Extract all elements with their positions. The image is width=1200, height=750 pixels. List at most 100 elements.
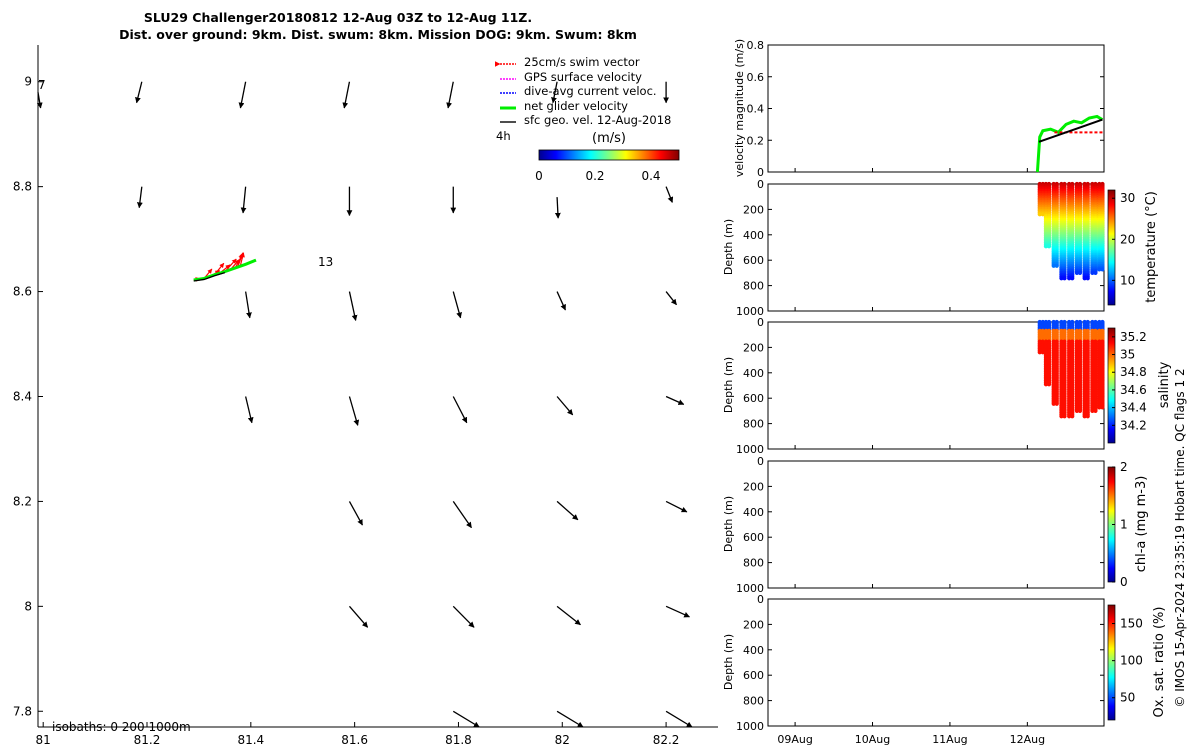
temperature-ytick-label: 200: [743, 203, 764, 216]
oxygen-colorbar: [1107, 604, 1116, 721]
chla-ytick-label: 0: [757, 455, 764, 468]
glider-track-geo: [193, 272, 226, 282]
time-xtick-label: 10Aug: [855, 733, 890, 746]
sfc-geo-vector: [452, 710, 480, 728]
sfc-geo-vector: [446, 81, 454, 109]
velocity-frame: [767, 44, 1105, 173]
map-colorbar-label: (m/s): [592, 131, 626, 146]
salinity-ytick-label: 1000: [736, 443, 764, 456]
temperature-profile-point: [1037, 212, 1042, 217]
temperature-ytick-label: 1000: [736, 305, 764, 318]
temperature-ytick-label: 0: [757, 178, 764, 191]
map-ytick-label: 8.2: [13, 494, 32, 508]
sfc-geo-vector: [665, 291, 677, 306]
temperature-profile-point: [1074, 270, 1080, 275]
temperature-cbar-label: temperature (°C): [1144, 191, 1159, 303]
temperature-profile-point: [1040, 212, 1045, 217]
oxygen-cbar-label: Ox. sat. ratio (%): [1152, 607, 1167, 718]
temperature-profile-point: [1043, 244, 1049, 249]
velocity-series-sfc-geo: [1038, 118, 1103, 143]
salinity-profile-point: [1074, 408, 1080, 413]
sfc-geo-vector: [556, 605, 581, 626]
salinity-profile-point: [1037, 350, 1042, 355]
oxygen-ytick-label: 800: [743, 695, 764, 708]
map-xtick-label: 81.4: [237, 733, 264, 747]
temperature-profile-point: [1051, 263, 1056, 268]
time-xtick-label: 11Aug: [932, 733, 967, 746]
salinity-ylabel: Depth (m): [722, 357, 735, 413]
swim-vector: [239, 252, 245, 266]
sfc-geo-vector: [556, 291, 566, 311]
scale-label: 4h: [496, 129, 511, 143]
salinity-profile-point: [1051, 401, 1056, 406]
panel-temperature: 0 200 400 600 800 1000 10 20 30: [736, 178, 1135, 318]
map-xtick-label: 82.2: [653, 733, 680, 747]
salinity-profile-point: [1100, 405, 1105, 410]
sfc-geo-vector: [556, 710, 584, 728]
sfc-geo-vector: [452, 501, 472, 529]
oxygen-frame: [767, 598, 1105, 727]
salinity-profile-point: [1093, 408, 1098, 413]
salinity-profile-point: [1085, 414, 1090, 419]
velocity-ytick-label: 0: [757, 166, 764, 179]
right-panels: 00.20.40.60.8020040060080010001020300200…: [736, 39, 1147, 746]
salinity-ytick-label: 600: [743, 392, 764, 405]
isobaths-label: isobaths: 0 200 1000m: [52, 720, 191, 734]
salinity-profile-point: [1054, 401, 1059, 406]
oxygen-cbar-tick-label: 150: [1120, 617, 1143, 631]
temperature-profile-point: [1059, 276, 1064, 281]
salinity-profile-point: [1070, 414, 1075, 419]
salinity-ytick-label: 0: [757, 316, 764, 329]
temperature-profile-point: [1070, 276, 1075, 281]
temperature-profile-point: [1082, 276, 1087, 281]
sfc-geo-vector: [238, 81, 247, 109]
sfc-geo-vector: [348, 396, 360, 426]
temperature-profile-point: [1067, 276, 1072, 281]
oxygen-ytick-label: 1000: [736, 720, 764, 733]
temperature-cbar-tick-label: 30: [1120, 191, 1135, 205]
salinity-profile-point: [1097, 405, 1102, 410]
oxygen-ylabel: Depth (m): [722, 634, 735, 690]
salinity-profile-point: [1090, 408, 1095, 413]
sfc-geo-vector: [665, 500, 688, 513]
chla-ytick-label: 800: [743, 557, 764, 570]
map-colorbar-tick: 0.4: [641, 169, 660, 183]
salinity-colorbar: [1107, 327, 1116, 444]
annotation-7: 7: [38, 78, 46, 92]
chla-cbar-tick-label: 2: [1120, 460, 1128, 474]
velocity-ytick-label: 0.2: [747, 134, 765, 147]
map-xtick-label: 81.2: [134, 733, 161, 747]
temperature-profiles: [1037, 181, 1105, 281]
temperature-profile-point: [1097, 267, 1102, 272]
salinity-profile-point: [1043, 382, 1049, 387]
salinity-profile-point: [1040, 350, 1045, 355]
salinity-ytick-label: 800: [743, 418, 764, 431]
temperature-profile-point: [1100, 267, 1105, 272]
panel-oxygen: 0 200 400 600 800 1000 50 100 150: [736, 593, 1143, 733]
salinity-profile-point: [1059, 414, 1064, 419]
temperature-ytick-label: 800: [743, 280, 764, 293]
chla-ytick-label: 1000: [736, 582, 764, 595]
sfc-geo-vector: [135, 81, 143, 104]
sfc-geo-vector: [348, 501, 363, 526]
temperature-colorbar: [1107, 189, 1116, 306]
sfc-geo-vector: [665, 395, 685, 405]
sfc-geo-vector: [452, 605, 475, 628]
temperature-cbar-tick-label: 20: [1120, 232, 1135, 246]
temperature-ylabel: Depth (m): [722, 219, 735, 275]
salinity-ytick-label: 400: [743, 367, 764, 380]
oxygen-cbar-tick-label: 100: [1120, 654, 1143, 668]
salinity-cbar-tick-label: 34.4: [1120, 401, 1147, 415]
temperature-profile-point: [1054, 263, 1059, 268]
map-panel: 81 81.2 81.4 81.6 81.8 82 82.2 7.8 8 8.2 8.4 8.6 8.8…: [13, 45, 718, 747]
salinity-ytick-label: 200: [743, 341, 764, 354]
salinity-profile-point: [1082, 414, 1087, 419]
map-xtick-label: 82: [555, 733, 570, 747]
velocity-ytick-label: 0.6: [747, 71, 765, 84]
map-ytick-label: 8.6: [13, 285, 32, 299]
temperature-profile-point: [1046, 244, 1052, 249]
temperature-profile-point: [1077, 270, 1083, 275]
time-xtick-label: 12Aug: [1010, 733, 1045, 746]
chla-cbar-tick-label: 1: [1120, 518, 1128, 532]
